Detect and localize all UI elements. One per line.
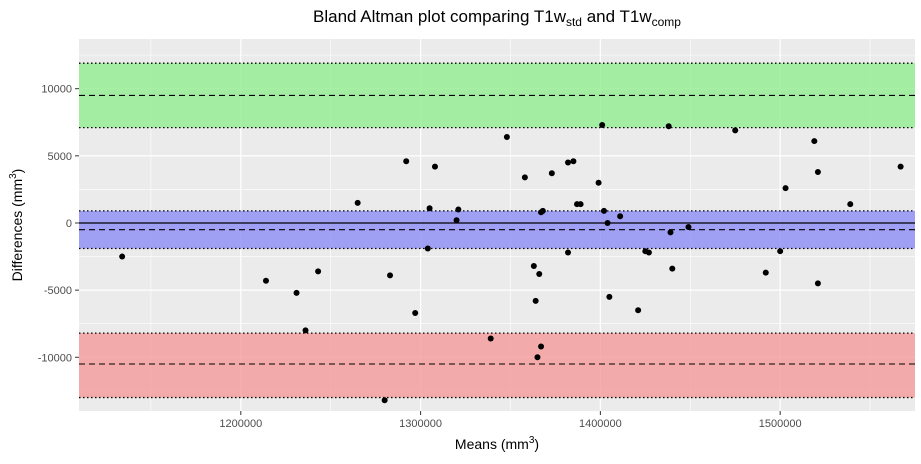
data-point — [635, 307, 642, 314]
data-point — [565, 159, 572, 166]
data-point — [814, 280, 821, 287]
data-point — [667, 229, 674, 236]
data-point — [354, 199, 361, 206]
data-point — [548, 170, 555, 177]
x-axis-title: Means (mm3) — [455, 435, 539, 452]
data-point — [424, 245, 431, 252]
data-point — [539, 207, 546, 214]
data-point — [315, 268, 322, 275]
data-point — [431, 163, 438, 170]
data-point — [782, 185, 789, 192]
data-point — [599, 121, 606, 128]
band-1-fill — [79, 210, 915, 249]
y-tick-label: -10000 — [38, 352, 72, 364]
data-point — [604, 219, 611, 226]
y-tick-label: 10000 — [41, 84, 72, 96]
data-point — [665, 123, 672, 130]
data-point — [412, 309, 419, 316]
data-point — [426, 205, 433, 212]
data-point — [536, 271, 543, 278]
data-point — [530, 262, 537, 269]
x-axis: 1200000 1300000 1400000 1500000 — [219, 411, 802, 430]
data-point — [669, 265, 676, 272]
x-tick-label: 1200000 — [219, 418, 262, 430]
data-point — [606, 293, 613, 300]
data-point — [565, 249, 572, 256]
data-point — [521, 174, 528, 181]
data-point — [617, 213, 624, 220]
data-point — [595, 179, 602, 186]
data-point — [847, 201, 854, 208]
data-point — [387, 272, 394, 279]
y-tick-label: 5000 — [48, 151, 72, 163]
data-point — [777, 248, 784, 255]
chart-title: Bland Altman plot comparing T1wstd and T… — [313, 7, 681, 29]
data-point — [897, 163, 904, 170]
data-point — [645, 249, 652, 256]
data-point — [811, 138, 818, 145]
y-axis: -10000 -5000 0 5000 10000 — [38, 84, 79, 364]
data-point — [487, 335, 494, 342]
data-point — [814, 168, 821, 175]
band-2-fill — [79, 333, 915, 398]
data-point — [381, 397, 388, 404]
data-point — [762, 269, 769, 276]
data-point — [403, 158, 410, 165]
y-tick-label: 0 — [66, 218, 72, 230]
data-point — [570, 158, 577, 165]
data-point — [534, 354, 541, 361]
data-point — [119, 253, 126, 260]
x-tick-label: 1400000 — [579, 418, 622, 430]
data-point — [532, 297, 539, 304]
data-point — [538, 343, 545, 350]
agreement-bands — [79, 62, 915, 399]
data-point — [455, 206, 462, 213]
band-0-fill — [79, 63, 915, 128]
data-point — [293, 289, 300, 296]
data-points — [119, 121, 904, 404]
y-axis-title: Differences (mm3) — [8, 169, 25, 282]
data-point — [503, 134, 510, 141]
data-point — [600, 207, 607, 214]
data-point — [577, 201, 584, 208]
x-tick-label: 1500000 — [759, 418, 802, 430]
data-point — [302, 327, 309, 334]
data-point — [453, 217, 460, 224]
data-point — [262, 277, 269, 284]
data-point — [732, 127, 739, 134]
x-tick-label: 1300000 — [399, 418, 442, 430]
y-tick-label: -5000 — [44, 285, 72, 297]
data-point — [685, 224, 692, 231]
